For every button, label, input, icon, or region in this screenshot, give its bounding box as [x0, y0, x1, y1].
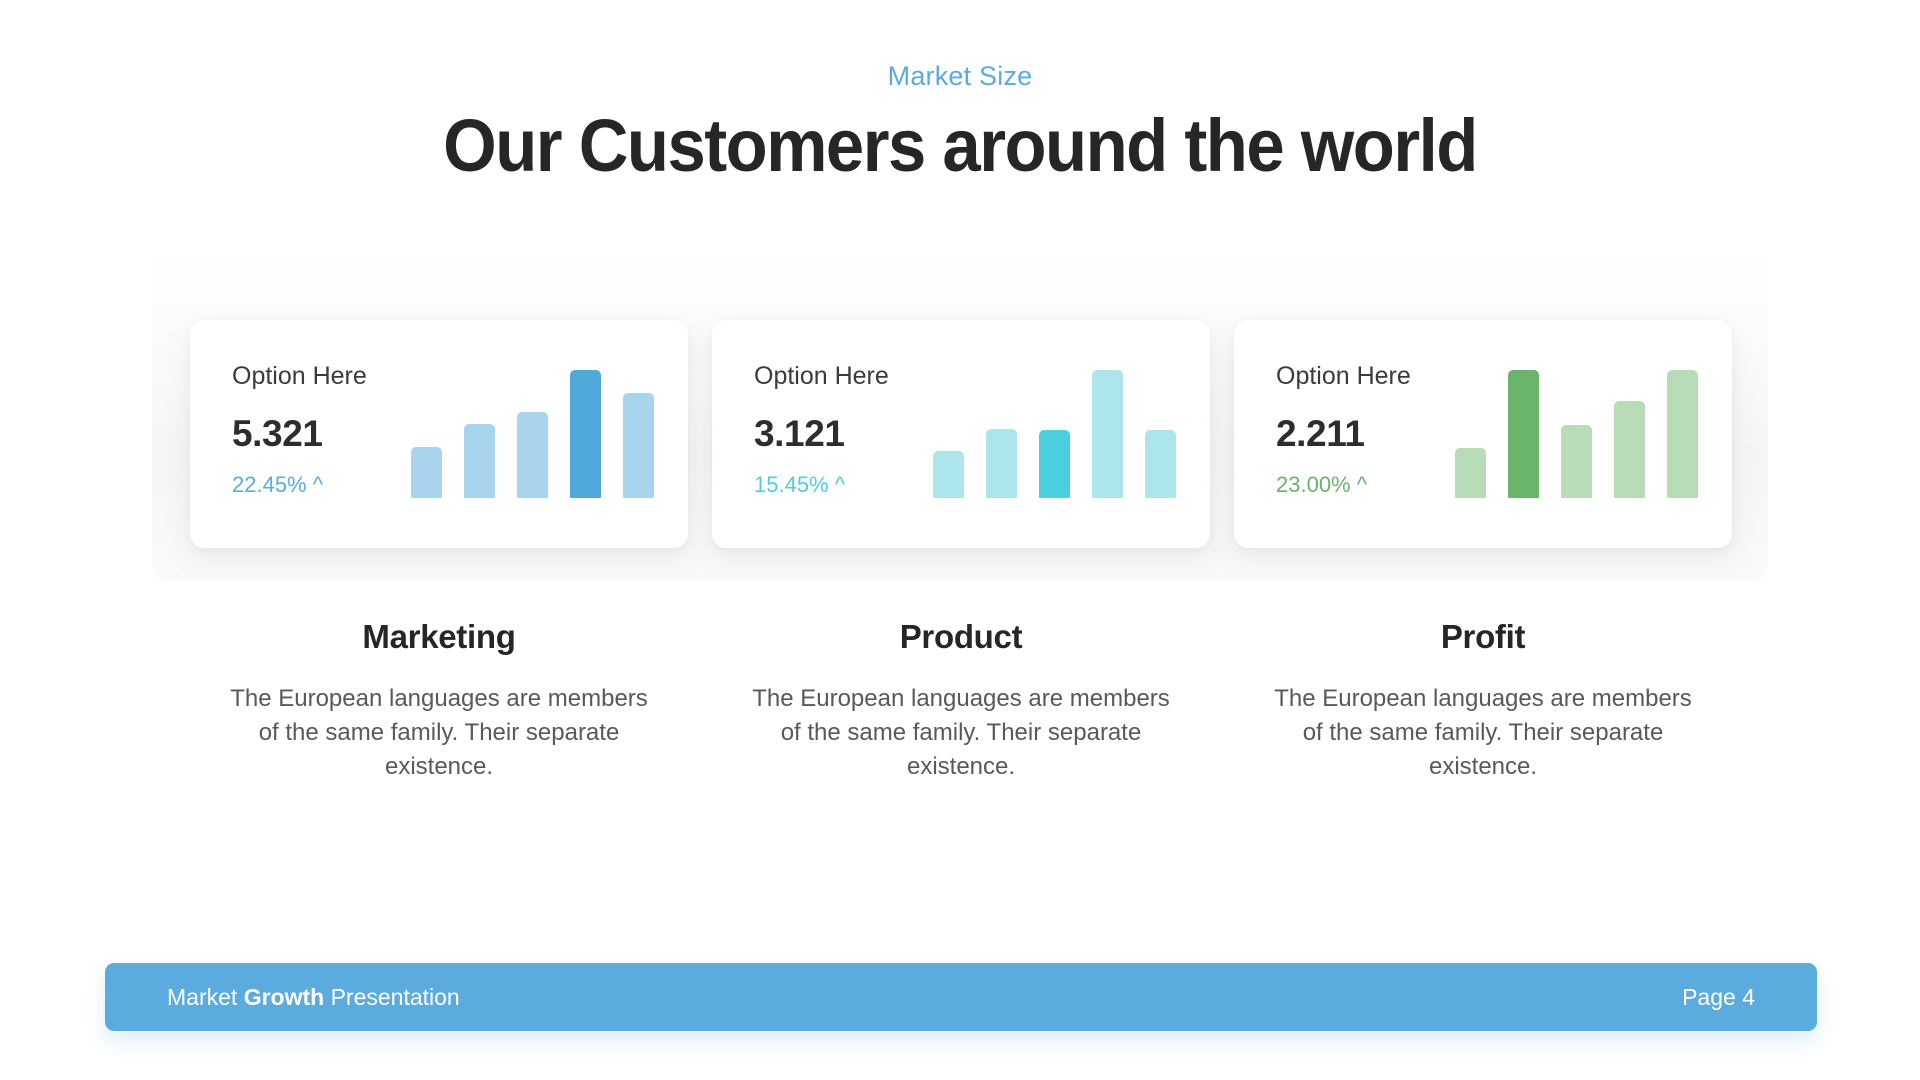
- mini-bar: [623, 393, 654, 498]
- stat-delta: 23.00% ^: [1276, 472, 1368, 497]
- mini-bar: [1667, 370, 1698, 498]
- footer-brand-suffix: Presentation: [324, 983, 460, 1010]
- option-label: Option Here: [232, 362, 367, 390]
- stat-card-text: Option Here 3.121 15.45% ^: [754, 364, 889, 496]
- slide-footer: Market Growth Presentation Page 4: [105, 963, 1817, 1031]
- mini-bar: [517, 412, 548, 498]
- mini-bar: [986, 429, 1017, 498]
- column-profit: Profit The European languages are member…: [1234, 620, 1732, 784]
- stat-value: 2.211: [1276, 413, 1365, 454]
- page-number: Page 4: [1682, 983, 1755, 1010]
- mini-bar-chart: [388, 370, 654, 498]
- stat-card-profit[interactable]: Option Here 2.211 23.00% ^: [1234, 320, 1732, 548]
- mini-bar: [1145, 430, 1176, 498]
- column-body: The European languages are members of th…: [230, 685, 648, 781]
- stat-delta: 22.45% ^: [232, 472, 324, 497]
- stat-value: 3.121: [754, 413, 845, 454]
- mini-bar: [570, 370, 601, 498]
- description-columns: Marketing The European languages are mem…: [190, 620, 1732, 784]
- column-body: The European languages are members of th…: [1274, 685, 1692, 781]
- mini-bar-chart: [910, 370, 1176, 498]
- column-marketing: Marketing The European languages are mem…: [190, 620, 688, 784]
- stat-card-text: Option Here 5.321 22.45% ^: [232, 364, 367, 496]
- mini-bar: [1039, 430, 1070, 498]
- column-product: Product The European languages are membe…: [712, 620, 1210, 784]
- mini-bar: [1508, 370, 1539, 498]
- option-label: Option Here: [1276, 362, 1411, 390]
- mini-bar: [1614, 401, 1645, 498]
- footer-brand-bold: Growth: [243, 983, 325, 1010]
- stat-card-product[interactable]: Option Here 3.121 15.45% ^: [712, 320, 1210, 548]
- column-heading: Marketing: [362, 618, 516, 655]
- stat-delta: 15.45% ^: [754, 472, 846, 497]
- slide-eyebrow: Market Size: [887, 61, 1033, 91]
- mini-bar: [1092, 370, 1123, 498]
- page-title: Our Customers around the world: [443, 103, 1478, 187]
- stat-card-text: Option Here 2.211 23.00% ^: [1276, 364, 1411, 496]
- stat-card-marketing[interactable]: Option Here 5.321 22.45% ^: [190, 320, 688, 548]
- mini-bar-chart: [1432, 370, 1698, 498]
- option-label: Option Here: [754, 362, 889, 390]
- mini-bar: [411, 447, 442, 498]
- stat-cards-row: Option Here 5.321 22.45% ^ Option Here 3…: [190, 320, 1732, 548]
- mini-bar: [1455, 448, 1486, 498]
- column-heading: Profit: [1440, 618, 1526, 655]
- footer-brand-prefix: Market: [167, 983, 244, 1010]
- mini-bar: [1561, 425, 1592, 498]
- footer-brand: Market Growth Presentation: [167, 984, 460, 1011]
- mini-bar: [933, 451, 964, 498]
- slide-header: Market Size Our Customers around the wor…: [0, 0, 1920, 185]
- stat-value: 5.321: [232, 413, 323, 454]
- mini-bar: [464, 424, 495, 498]
- column-body: The European languages are members of th…: [752, 685, 1170, 781]
- column-heading: Product: [899, 618, 1023, 655]
